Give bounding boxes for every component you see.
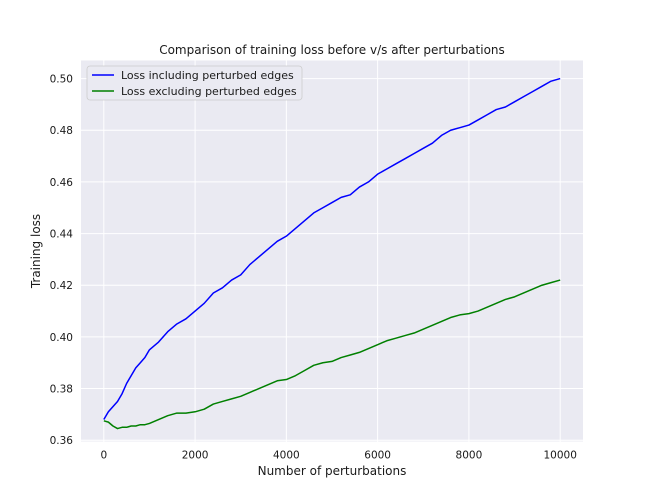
y-tick-label: 0.38 (50, 384, 73, 396)
y-axis-ticks: 0.36 0.38 0.40 0.42 0.44 0.46 0.48 0.50 (50, 74, 74, 448)
legend-box (86, 65, 303, 101)
y-tick-label: 0.40 (50, 332, 73, 344)
series-layer (103, 77, 561, 430)
legend-label-including: Loss including perturbed edges (121, 69, 294, 82)
chart-title: Comparison of training loss before v/s a… (159, 43, 505, 57)
y-tick-label: 0.44 (50, 229, 74, 241)
series-line-including (103, 77, 561, 420)
y-tick-label: 0.48 (50, 125, 73, 137)
grid-lines (81, 60, 583, 442)
x-axis-ticks: 0 2000 4000 6000 8000 10000 (100, 450, 576, 462)
x-tick-label: 10000 (543, 450, 576, 462)
legend-label-excluding: Loss excluding perturbed edges (121, 85, 297, 98)
x-axis-label: Number of perturbations (258, 464, 407, 478)
x-tick-label: 6000 (364, 450, 391, 462)
y-tick-label: 0.36 (50, 435, 74, 447)
y-tick-label: 0.46 (50, 177, 74, 189)
y-axis-label: Training loss (29, 214, 43, 289)
y-tick-label: 0.42 (50, 280, 73, 292)
x-tick-label: 4000 (273, 450, 300, 462)
plot-background (81, 60, 583, 442)
x-tick-label: 2000 (182, 450, 209, 462)
x-tick-label: 8000 (456, 450, 483, 462)
x-tick-label: 0 (100, 450, 107, 462)
y-tick-label: 0.50 (50, 74, 73, 86)
legend: Loss including perturbed edges Loss excl… (86, 65, 303, 101)
series-line-excluding (103, 279, 561, 430)
